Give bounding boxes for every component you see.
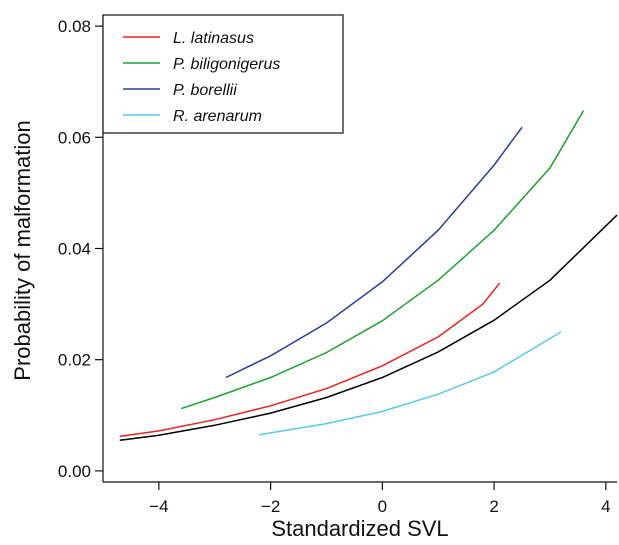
series-line-l-latinasus [119,282,501,438]
x-tick-label: −4 [149,497,168,516]
x-tick-label: 4 [601,497,610,516]
y-tick-label: 0.08 [58,17,91,36]
y-axis-title: Probability of malformation [10,120,35,380]
y-tick-label: 0.04 [58,240,91,259]
x-axis-title: Standardized SVL [271,516,448,541]
legend-label: P. biligonigerus [173,56,280,73]
legend-label: L. latinasus [173,30,254,47]
series-line-p-borellii [225,126,523,379]
y-tick-label: 0.02 [58,351,91,370]
legend-label: P. borellii [173,82,237,99]
legend: L. latinasus P. biligonigerus P. borellii R… [102,14,344,134]
legend-label: R. arenarum [173,108,262,125]
y-tick-label: 0.06 [58,128,91,147]
x-tick-label: −2 [261,497,280,516]
legend-box [102,14,344,134]
x-tick-label: 2 [489,497,498,516]
y-tick-label: 0.00 [58,462,91,481]
series-line-r-arenarum [259,331,562,436]
plot-area [119,110,618,442]
series-line-p-biligonigerus [180,110,585,410]
x-tick-label: 0 [378,497,387,516]
series-line-overall [119,214,618,442]
